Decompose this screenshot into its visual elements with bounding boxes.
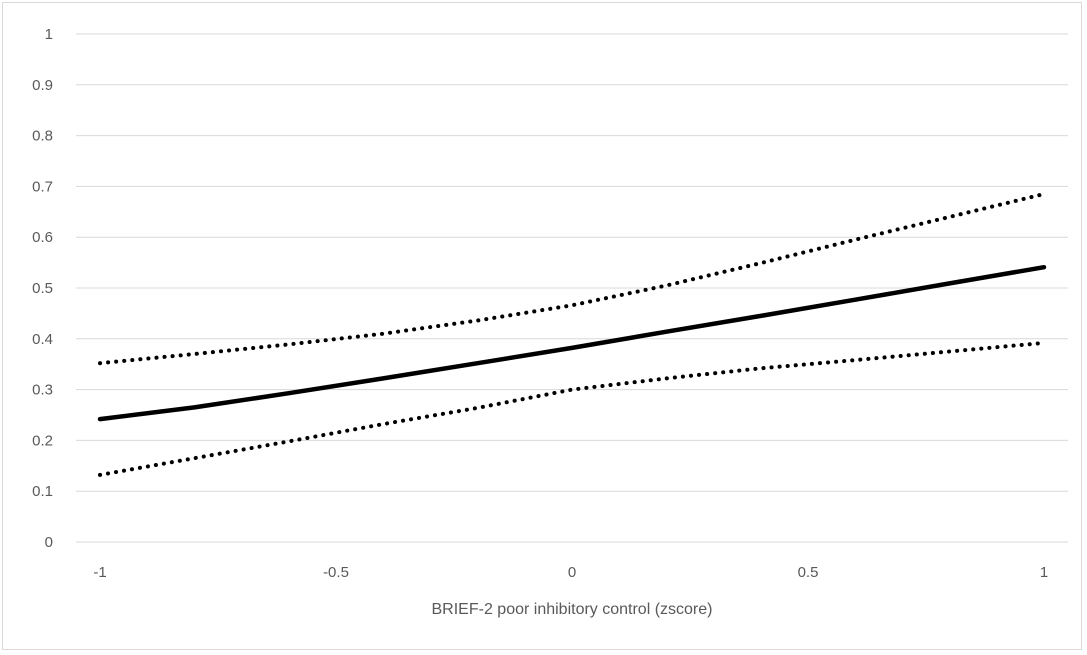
x-tick-label: -1 bbox=[93, 564, 106, 581]
series-lines bbox=[97, 192, 1047, 477]
x-tick-label: 0.5 bbox=[798, 564, 819, 581]
y-tick-label: 1 bbox=[45, 26, 53, 43]
gridlines bbox=[76, 33, 1068, 543]
y-tick-label: 0.5 bbox=[32, 280, 53, 297]
x-tick-label: -0.5 bbox=[323, 564, 349, 581]
y-tick-label: 0.4 bbox=[32, 331, 53, 348]
x-tick-label: 1 bbox=[1040, 564, 1048, 581]
y-tick-label: 0.7 bbox=[32, 178, 53, 195]
y-axis-tick-labels: 0 0.1 0.2 0.3 0.4 0.5 0.6 0.7 0.8 0.9 1 bbox=[32, 26, 53, 551]
y-tick-label: 0.1 bbox=[32, 483, 53, 500]
y-tick-label: 0.8 bbox=[32, 128, 53, 145]
lower-confidence-line bbox=[98, 340, 1046, 477]
y-tick-label: 0 bbox=[45, 534, 53, 551]
estimate-line bbox=[97, 264, 1047, 422]
x-axis-tick-labels: -1 -0.5 0 0.5 1 bbox=[93, 564, 1048, 581]
y-tick-label: 0.6 bbox=[32, 229, 53, 246]
upper-confidence-line bbox=[98, 192, 1046, 366]
y-tick-label: 0.3 bbox=[32, 382, 53, 399]
y-tick-label: 0.9 bbox=[32, 77, 53, 94]
x-axis-title: BRIEF-2 poor inhibitory control (zscore) bbox=[432, 601, 713, 618]
y-tick-label: 0.2 bbox=[32, 432, 53, 449]
x-tick-label: 0 bbox=[568, 564, 576, 581]
